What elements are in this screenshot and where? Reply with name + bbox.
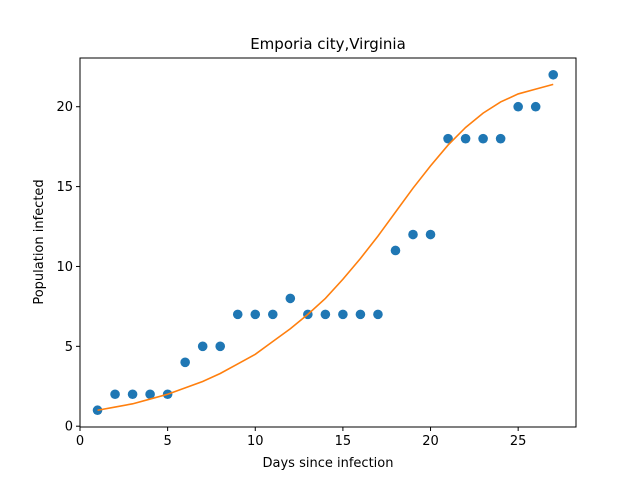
data-point [180,357,190,368]
x-tick-label: 20 [422,434,439,449]
y-tick-label: 15 [56,180,73,195]
data-point [425,229,436,240]
data-point [145,389,155,400]
x-tick-label: 5 [163,434,171,449]
data-point [355,309,366,320]
x-axis-label: Days since infection [263,456,394,471]
data-point [338,309,348,320]
data-point [478,133,488,144]
data-point [215,341,226,352]
data-point [92,405,103,416]
x-tick-label: 0 [76,434,84,449]
x-tick-label: 15 [335,434,352,449]
data-point [320,309,331,320]
x-axis-ticks: 0 5 10 15 20 25 [76,427,527,449]
data-point [110,389,120,400]
data-point [495,133,506,144]
data-point [443,133,453,144]
chart-title: Emporia city,Virginia [250,35,406,53]
x-tick-label: 10 [247,434,264,449]
data-point [127,389,138,400]
y-tick-label: 20 [56,100,73,115]
data-point [373,309,383,320]
y-tick-label: 0 [65,420,73,435]
data-point [390,245,401,256]
data-point [250,309,261,320]
y-tick-label: 5 [65,340,73,355]
data-point [285,293,296,304]
data-point [530,101,541,112]
data-point [232,309,243,320]
plot-area [92,69,559,416]
data-point [548,69,559,80]
data-point [460,133,471,144]
y-tick-label: 10 [56,260,73,275]
y-axis-label: Population infected [32,179,47,304]
x-tick-label: 25 [510,434,527,449]
y-axis-ticks: 0 5 10 15 20 [56,100,80,435]
data-point [408,229,418,240]
fit-line [97,83,554,412]
data-point [513,101,523,112]
data-point [197,341,208,352]
plot-frame [79,57,577,428]
data-point [267,309,278,320]
